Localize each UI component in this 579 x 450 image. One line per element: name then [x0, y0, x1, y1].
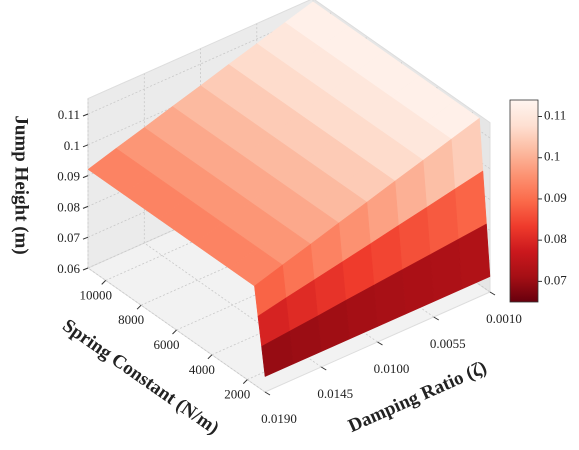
y-tick: [489, 291, 496, 296]
y-tick-label: 0.0055: [430, 336, 466, 351]
z-tick: [82, 267, 89, 271]
x-tick-label: 8000: [118, 312, 144, 327]
z-tick-label: 0.1: [64, 138, 80, 153]
z-tick: [82, 175, 89, 179]
y-axis-title: Damping Ratio (ζ): [345, 357, 490, 437]
z-tick-label: 0.07: [57, 230, 80, 245]
y-tick-label: 0.0190: [261, 411, 297, 426]
x-tick: [207, 354, 213, 360]
z-tick: [82, 205, 89, 209]
y-tick: [264, 391, 271, 396]
surface: [87, 1, 491, 377]
y-tick: [377, 341, 383, 346]
labels: 0.06 0.07 0.08 0.09 0.1 0.11 2000 4000 6000 8000 1…: [57, 107, 522, 426]
colorbar-tick-label: 0.11: [544, 107, 566, 122]
z-tick-label: 0.09: [57, 169, 80, 184]
x-tick: [242, 379, 248, 384]
x-tick-label: 4000: [189, 362, 215, 377]
y-tick-label: 0.0010: [486, 311, 522, 326]
colorbar-tick-label: 0.09: [544, 190, 567, 205]
x-tick-label: 2000: [224, 387, 250, 402]
colorbar-tick-label: 0.1: [544, 149, 560, 164]
z-axis-title: Jump Height (m): [11, 115, 32, 254]
y-tick: [320, 366, 327, 371]
z-tick: [82, 236, 89, 240]
z-tick: [82, 144, 89, 148]
z-tick-label: 0.06: [57, 261, 80, 276]
x-tick-label: 6000: [154, 337, 180, 352]
y-tick-label: 0.0100: [374, 361, 410, 376]
x-tick: [136, 304, 142, 310]
colorbar-tick-label: 0.07: [544, 272, 567, 287]
z-tick: [82, 113, 89, 117]
z-tick-label: 0.11: [58, 107, 80, 122]
x-tick: [172, 329, 177, 335]
y-tick: [433, 316, 440, 321]
x-tick: [101, 280, 107, 285]
surface-patch: [261, 330, 294, 377]
y-tick-label: 0.0145: [317, 386, 353, 401]
z-tick-label: 0.08: [57, 199, 80, 214]
colorbar-tick-label: 0.08: [544, 231, 567, 246]
x-tick-label: 10000: [79, 287, 112, 302]
colorbar: [509, 99, 539, 303]
